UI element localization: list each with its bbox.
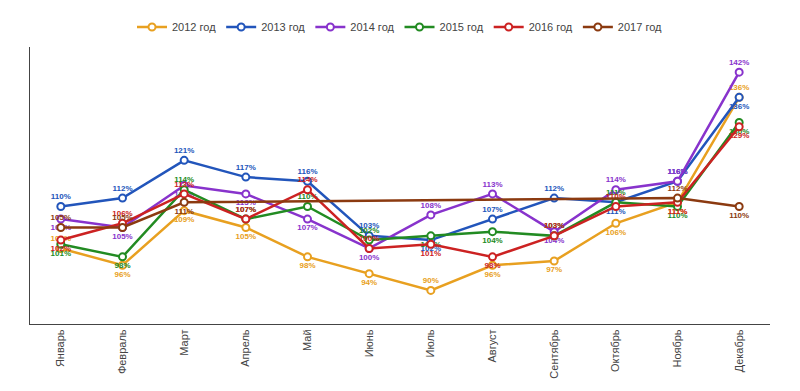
svg-text:112%: 112% xyxy=(667,184,687,193)
svg-text:113%: 113% xyxy=(174,180,194,189)
svg-text:136%: 136% xyxy=(729,102,749,111)
svg-text:96%: 96% xyxy=(484,270,500,279)
svg-text:110%: 110% xyxy=(297,192,317,201)
svg-text:101%: 101% xyxy=(421,249,441,258)
svg-text:105%: 105% xyxy=(112,213,132,222)
svg-text:2014 год: 2014 год xyxy=(350,21,394,33)
svg-text:Август: Август xyxy=(486,329,498,362)
svg-text:112%: 112% xyxy=(544,184,564,193)
svg-text:114%: 114% xyxy=(606,175,626,184)
svg-text:Декабрь: Декабрь xyxy=(733,329,745,372)
svg-text:Май: Май xyxy=(301,329,313,351)
svg-text:113%: 113% xyxy=(482,180,502,189)
svg-text:2017 год: 2017 год xyxy=(618,21,662,33)
svg-text:Сентябрь: Сентябрь xyxy=(548,329,560,379)
svg-text:110%: 110% xyxy=(606,192,626,201)
svg-text:107%: 107% xyxy=(51,223,71,232)
svg-text:116%: 116% xyxy=(667,167,687,176)
svg-text:109%: 109% xyxy=(174,215,194,224)
svg-text:94%: 94% xyxy=(361,278,377,287)
svg-text:98%: 98% xyxy=(114,261,130,270)
svg-text:96%: 96% xyxy=(114,270,130,279)
svg-text:98%: 98% xyxy=(484,261,500,270)
svg-text:97%: 97% xyxy=(546,265,562,274)
svg-text:103%: 103% xyxy=(421,240,441,249)
svg-text:Февраль: Февраль xyxy=(116,329,128,374)
svg-text:Апрель: Апрель xyxy=(239,329,251,367)
svg-text:90%: 90% xyxy=(423,276,439,285)
svg-text:142%: 142% xyxy=(729,58,749,67)
svg-text:103%: 103% xyxy=(544,221,564,230)
svg-text:108%: 108% xyxy=(421,201,441,210)
svg-text:107%: 107% xyxy=(482,205,502,214)
svg-text:136%: 136% xyxy=(729,83,749,92)
svg-text:116%: 116% xyxy=(667,167,687,176)
svg-text:100%: 100% xyxy=(359,253,379,262)
svg-text:2015 год: 2015 год xyxy=(440,21,484,33)
svg-text:111%: 111% xyxy=(606,188,626,197)
svg-text:2016 год: 2016 год xyxy=(529,21,573,33)
svg-text:Ноябрь: Ноябрь xyxy=(671,329,683,367)
svg-text:100%: 100% xyxy=(359,234,379,243)
svg-text:Март: Март xyxy=(178,329,190,355)
svg-text:Октябрь: Октябрь xyxy=(609,329,621,372)
svg-text:117%: 117% xyxy=(236,163,256,172)
svg-text:107%: 107% xyxy=(236,205,256,214)
svg-text:104%: 104% xyxy=(544,236,564,245)
svg-text:106%: 106% xyxy=(112,209,132,218)
svg-text:107%: 107% xyxy=(236,205,256,214)
svg-text:112%: 112% xyxy=(112,184,132,193)
svg-text:113%: 113% xyxy=(236,198,256,207)
svg-text:105%: 105% xyxy=(51,213,71,222)
svg-text:110%: 110% xyxy=(667,211,687,220)
svg-text:102%: 102% xyxy=(359,226,379,235)
svg-text:130%: 130% xyxy=(729,127,749,136)
svg-text:106%: 106% xyxy=(606,228,626,237)
svg-text:129%: 129% xyxy=(729,131,749,140)
svg-text:107%: 107% xyxy=(297,223,317,232)
svg-text:114%: 114% xyxy=(297,175,317,184)
svg-text:2013 год: 2013 год xyxy=(261,21,305,33)
svg-text:111%: 111% xyxy=(606,207,626,216)
svg-text:101%: 101% xyxy=(51,249,71,258)
svg-text:111%: 111% xyxy=(668,207,688,216)
svg-text:Июль: Июль xyxy=(424,329,436,357)
svg-text:100%: 100% xyxy=(51,234,71,243)
svg-text:115%: 115% xyxy=(174,190,194,199)
svg-text:111%: 111% xyxy=(668,207,688,216)
svg-text:Январь: Январь xyxy=(54,329,66,367)
svg-text:116%: 116% xyxy=(297,167,317,176)
svg-text:98%: 98% xyxy=(299,261,315,270)
svg-text:114%: 114% xyxy=(174,175,194,184)
svg-text:102%: 102% xyxy=(421,244,441,253)
svg-text:102%: 102% xyxy=(51,244,71,253)
svg-text:105%: 105% xyxy=(112,232,132,241)
svg-text:110%: 110% xyxy=(729,211,749,220)
svg-text:103%: 103% xyxy=(359,221,379,230)
svg-text:121%: 121% xyxy=(174,146,194,155)
svg-text:110%: 110% xyxy=(51,192,71,201)
svg-text:105%: 105% xyxy=(236,232,256,241)
svg-text:2012 год: 2012 год xyxy=(172,21,216,33)
svg-text:104%: 104% xyxy=(482,236,502,245)
svg-text:111%: 111% xyxy=(174,207,194,216)
svg-text:103%: 103% xyxy=(544,221,564,230)
svg-text:Июнь: Июнь xyxy=(363,329,375,357)
